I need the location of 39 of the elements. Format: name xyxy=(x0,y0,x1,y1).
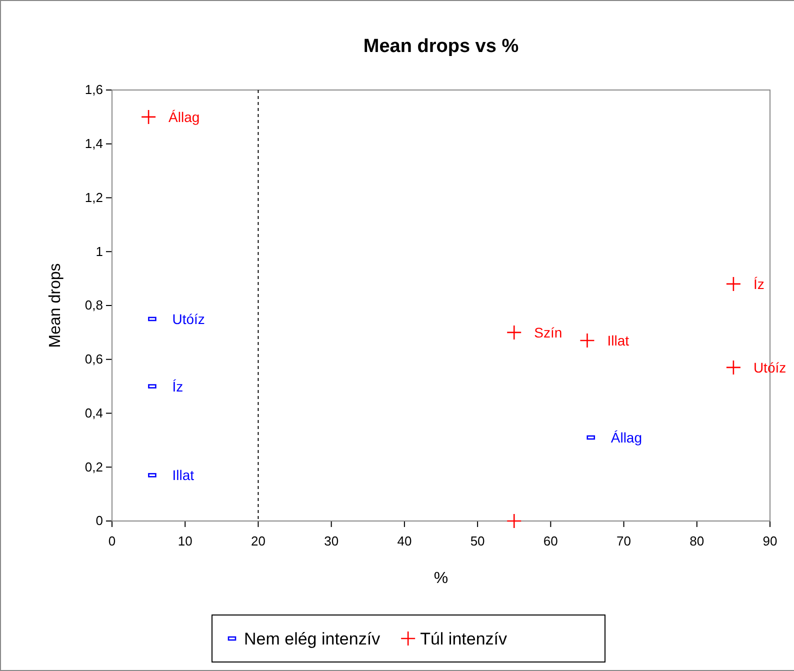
annotation: Illat xyxy=(607,332,630,349)
annotation: Állag xyxy=(610,429,642,446)
legend-label: Túl intenzív xyxy=(420,630,508,648)
y-tick-label: 1,6 xyxy=(84,82,103,98)
x-tick-label: 40 xyxy=(397,534,412,549)
chart-title: Mean drops vs % xyxy=(363,36,519,57)
y-tick-label: 0,4 xyxy=(84,405,103,420)
y-tick-label: 1,2 xyxy=(84,190,103,205)
x-tick-label: 90 xyxy=(762,534,778,549)
x-tick-label: 70 xyxy=(616,534,632,549)
x-tick-label: 30 xyxy=(324,534,339,549)
annotation: Illat xyxy=(172,467,194,484)
annotation: Állag xyxy=(168,108,200,125)
y-tick-label: 1 xyxy=(96,244,103,259)
point xyxy=(726,276,742,292)
y-tick-label: 0,2 xyxy=(84,459,103,474)
x-tick-label: 20 xyxy=(250,534,266,549)
x-tick-label: 60 xyxy=(543,534,558,549)
annotation: Íz xyxy=(753,276,764,292)
y-axis-title: Mean drops xyxy=(47,263,64,348)
legend-label: Nem elég intenzív xyxy=(244,630,381,648)
x-tick-label: 0 xyxy=(108,534,116,549)
x-tick-label: 10 xyxy=(178,534,192,549)
x-axis-title: % xyxy=(434,570,448,587)
x-tick-label: 80 xyxy=(690,534,704,549)
annotation: Íz xyxy=(172,378,184,394)
annotation: Szín xyxy=(534,324,562,340)
y-tick-label: 0,6 xyxy=(84,352,103,367)
y-tick-label: 0 xyxy=(96,513,103,528)
point xyxy=(140,109,156,125)
point xyxy=(506,513,522,529)
point xyxy=(580,332,595,348)
y-tick-label: 0,8 xyxy=(84,298,103,313)
annotation: Utóíz xyxy=(172,310,205,327)
point xyxy=(726,360,742,376)
point xyxy=(506,324,522,340)
x-tick-label: 50 xyxy=(470,534,485,549)
y-tick-label: 1,4 xyxy=(84,136,103,152)
annotation: Utóíz xyxy=(753,359,786,376)
